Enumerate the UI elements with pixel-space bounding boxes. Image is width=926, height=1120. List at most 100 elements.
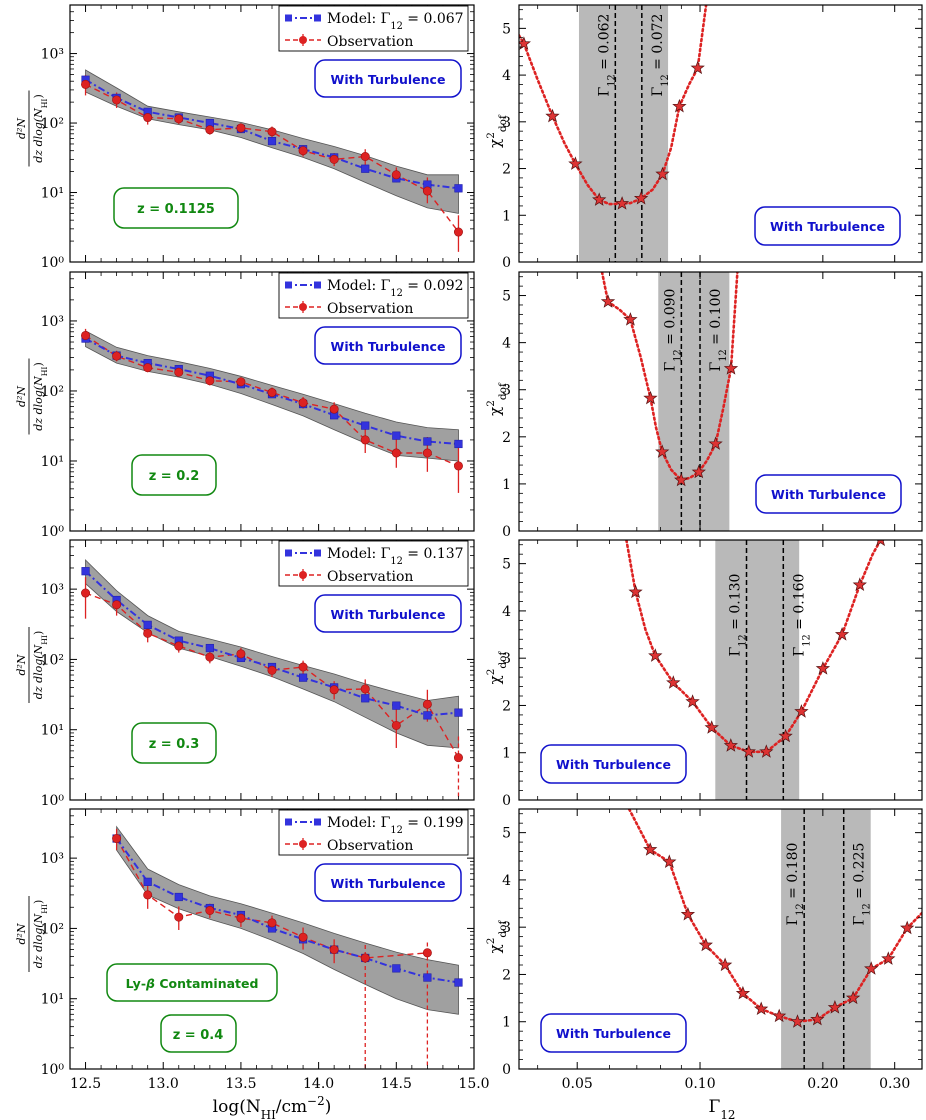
redshift-box <box>160 1014 237 1053</box>
observation-point <box>298 662 308 672</box>
x-tick-label: 0.30 <box>879 1076 910 1092</box>
axes-frame <box>518 808 923 1070</box>
chi2-point <box>881 951 896 965</box>
x-tick-label: 14.5 <box>381 1076 412 1092</box>
y-axis-label-denominator: dz dlog(NHI) <box>32 900 49 969</box>
observation-point <box>81 588 91 598</box>
y-axis-label: χ2dof <box>485 114 509 148</box>
y-tick-label: 0 <box>502 793 511 809</box>
y-tick-label: 10⁰ <box>41 255 65 271</box>
observation-point <box>205 652 215 662</box>
y-axis-label: χ2dof <box>485 382 509 416</box>
legend-model-marker <box>285 549 292 557</box>
turbulence-badge: With Turbulence <box>314 59 462 98</box>
legend-obs-marker <box>299 571 307 579</box>
plot-area <box>600 272 739 531</box>
x-tick-label: 13.5 <box>225 1076 256 1092</box>
y-axis-label: d²N dz dlog(NHI) <box>15 896 49 972</box>
plot-area <box>112 825 463 1069</box>
legend-model-label: Model: Γ12 = 0.092 <box>327 278 464 299</box>
observation-point <box>143 628 153 638</box>
y-tick-label: 3 <box>502 383 511 399</box>
observation-point <box>422 186 432 196</box>
axes-frame <box>69 539 475 801</box>
plot-area <box>625 540 885 800</box>
redshift-box <box>113 187 239 229</box>
chi2-point <box>680 906 696 921</box>
redshift-box <box>131 722 217 764</box>
contamination-box <box>106 963 278 1002</box>
observation-point <box>267 918 277 928</box>
legend-model-label: Model: Γ12 = 0.137 <box>327 546 464 567</box>
y-tick-label: 10³ <box>41 314 64 330</box>
legend-obs-label: Observation <box>327 34 413 50</box>
turbulence-badge: With Turbulence <box>754 206 901 246</box>
observation-point <box>112 95 122 105</box>
y-tick-label: 2 <box>502 967 511 983</box>
y-tick-label: 10² <box>41 116 64 132</box>
chi2-point <box>754 1001 769 1016</box>
y-axis-label-denominator: dz dlog(NHI) <box>32 362 49 431</box>
gamma-low-label-group: Γ12 = 0.130 <box>728 574 749 657</box>
legend: Model: Γ12 = 0.199 Observation <box>278 809 469 856</box>
x-tick-label: 15.0 <box>458 1076 489 1092</box>
turbulence-text: With Turbulence <box>556 757 671 772</box>
redshift-box <box>131 454 217 496</box>
chi2-point <box>685 694 700 708</box>
legend-obs-marker <box>299 840 307 848</box>
y-tick-label: 10¹ <box>41 454 64 470</box>
gamma-high-label-group: Γ12 = 0.072 <box>650 14 671 97</box>
turbulence-badge: With Turbulence <box>314 594 462 633</box>
observation-point <box>391 720 401 730</box>
turbulence-text: With Turbulence <box>331 876 446 891</box>
model-point <box>205 643 214 653</box>
y-tick-label: 0 <box>502 1062 511 1078</box>
observation-point <box>205 125 215 135</box>
turbulence-badge: With Turbulence <box>314 863 462 902</box>
redshift-badge: z = 0.2 <box>131 454 217 496</box>
chi2-point <box>666 675 681 689</box>
legend-obs-label: Observation <box>327 838 413 854</box>
observation-point <box>329 945 339 955</box>
y-axis-label-text: χ2dof <box>485 920 509 954</box>
chi2-point <box>708 436 723 450</box>
observation-point <box>329 685 339 695</box>
y-tick-label: 10⁰ <box>41 793 65 809</box>
legend-model-marker <box>314 549 321 557</box>
redshift-text: z = 0.3 <box>149 737 200 752</box>
legend-model-marker <box>314 14 321 22</box>
chi2-point <box>759 744 774 758</box>
observation-point <box>205 905 215 915</box>
legend-obs-label: Observation <box>327 569 413 585</box>
gamma-low-label-group: Γ12 = 0.090 <box>662 289 683 372</box>
y-tick-label: 3 <box>502 115 511 131</box>
chi2-point <box>698 937 713 952</box>
y-tick-label: 0 <box>502 524 511 540</box>
y-tick-label: 10³ <box>41 47 64 63</box>
model-point <box>454 978 463 987</box>
turbulence-box <box>755 474 902 514</box>
observation-point <box>112 351 122 361</box>
observation-point <box>298 146 308 156</box>
redshift-text: z = 0.1125 <box>137 202 215 217</box>
axes-frame <box>69 808 475 1070</box>
y-tick-label: 1 <box>502 1015 511 1031</box>
chi2-point <box>623 312 638 326</box>
chi2-panel-1: Γ12 = 0.062 Γ12 = 0.072 0 1 2 3 4 5 χ2dof With Tu… <box>485 4 923 271</box>
y-tick-label: 10³ <box>41 582 64 598</box>
chi2-point <box>810 1011 825 1026</box>
turbulence-box <box>540 744 687 784</box>
y-tick-label: 10² <box>41 384 64 400</box>
y-axis-label: χ2dof <box>485 920 509 954</box>
chi2-point <box>672 98 687 113</box>
plot-area <box>81 328 463 493</box>
chi2-point <box>741 744 756 758</box>
redshift-badge: z = 0.1125 <box>113 187 239 229</box>
chi2-point <box>662 854 677 869</box>
legend-model-marker <box>285 281 292 289</box>
chi2-point <box>827 999 843 1014</box>
observation-point <box>329 154 339 164</box>
chi2-point <box>690 60 705 75</box>
observation-point <box>174 912 184 922</box>
chi2-point <box>852 577 867 592</box>
